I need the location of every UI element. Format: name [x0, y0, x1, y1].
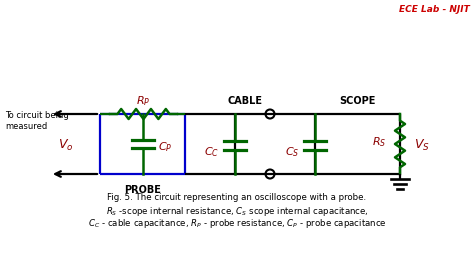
Text: $C_S$: $C_S$: [284, 145, 299, 158]
Text: $C_C$ - cable capacitance, $R_P$ - probe resistance, $C_P$ - probe capacitance: $C_C$ - cable capacitance, $R_P$ - probe…: [88, 216, 386, 229]
Text: $C_P$: $C_P$: [158, 139, 173, 153]
Text: $V_S$: $V_S$: [414, 137, 430, 152]
Text: $R_S$: $R_S$: [372, 135, 386, 148]
Text: Fig. 5. The circuit representing an oscilloscope with a probe.: Fig. 5. The circuit representing an osci…: [108, 192, 366, 201]
Text: measured: measured: [5, 121, 47, 131]
Text: SCOPE: SCOPE: [339, 96, 376, 106]
Text: $R_S$ -scope internal resistance, $C_S$ scope internal capacitance,: $R_S$ -scope internal resistance, $C_S$ …: [106, 204, 368, 217]
Text: To circuit being: To circuit being: [5, 110, 69, 120]
Text: $R_P$: $R_P$: [137, 94, 151, 108]
Text: $V_o$: $V_o$: [58, 137, 73, 152]
Text: CABLE: CABLE: [228, 96, 263, 106]
Text: PROBE: PROBE: [124, 184, 161, 194]
Text: ECE Lab - NJIT: ECE Lab - NJIT: [399, 5, 470, 14]
Text: $C_C$: $C_C$: [204, 145, 219, 158]
